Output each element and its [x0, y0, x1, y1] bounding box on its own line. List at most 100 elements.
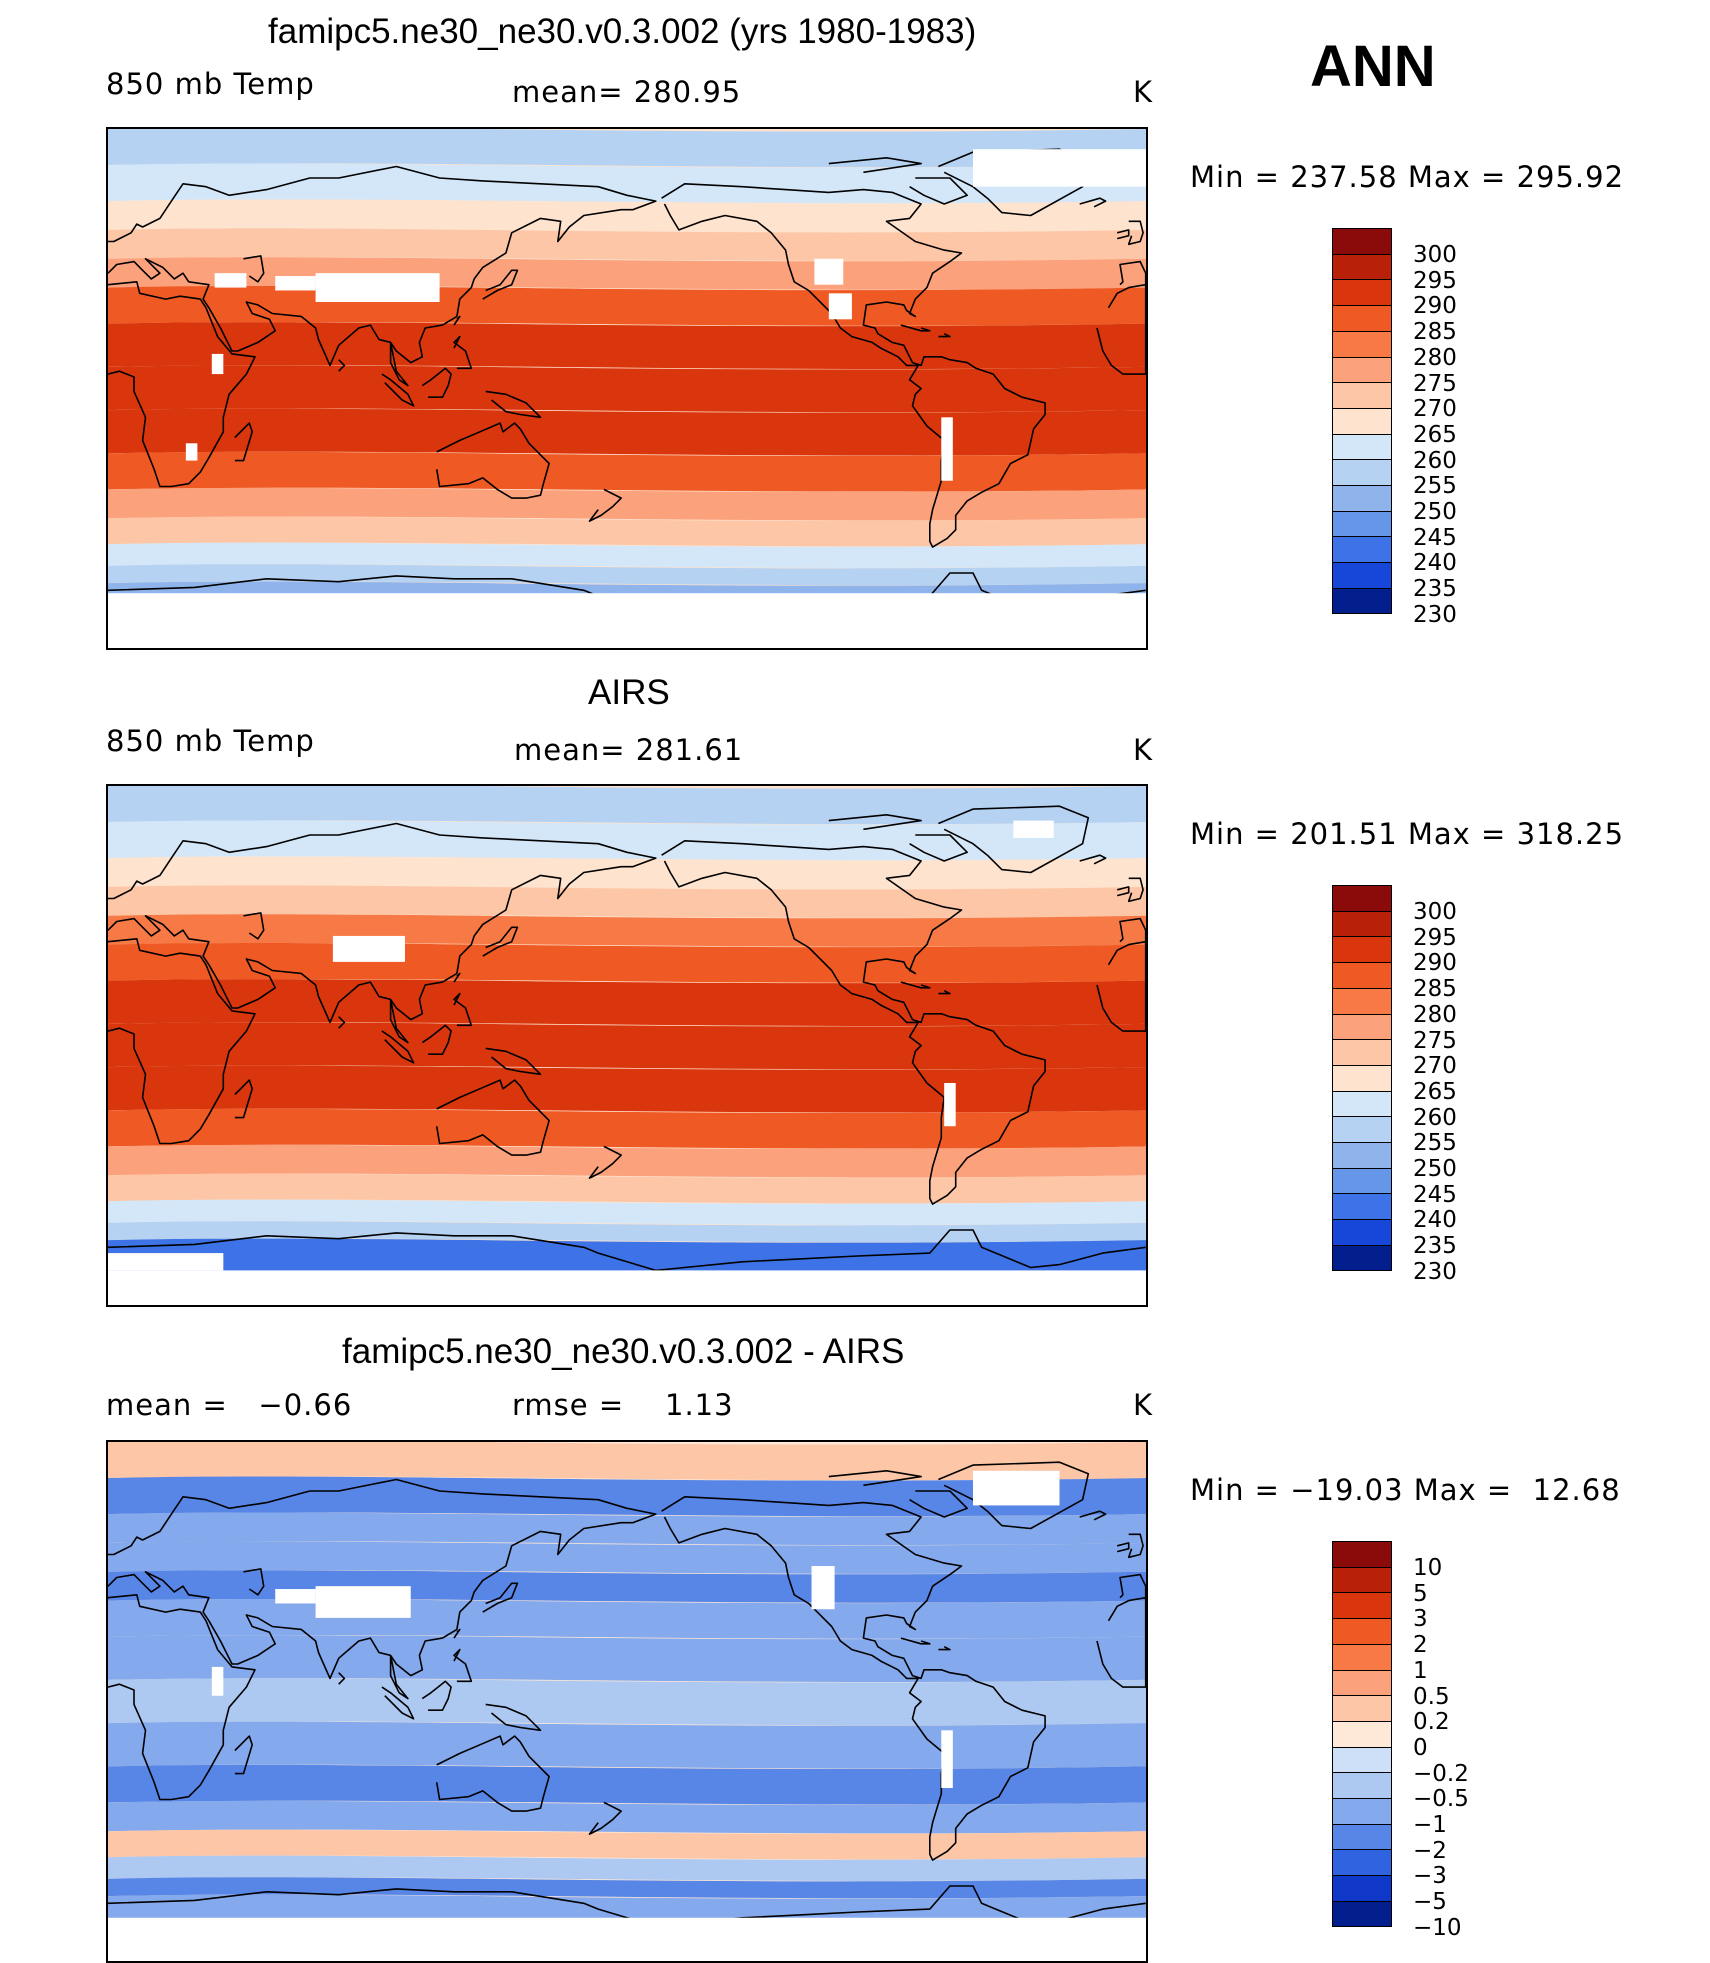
missing-data-region	[811, 1565, 835, 1610]
coastline	[938, 332, 951, 338]
coastline	[453, 972, 461, 983]
coastline	[828, 814, 922, 831]
coastline	[1119, 260, 1146, 286]
colorbar-swatch	[1332, 253, 1392, 281]
missing-data-region	[828, 293, 852, 320]
zonal-band	[108, 820, 1146, 861]
zonal-band	[108, 1476, 1146, 1517]
colorbar-tick-label: 270	[1413, 396, 1457, 423]
zonal-band	[108, 1221, 1146, 1243]
coastline	[661, 1496, 1046, 1861]
zonal-band	[108, 1173, 1146, 1204]
panel-2-mean-label: mean= 281.61	[514, 733, 744, 767]
colorbar-swatch	[1332, 228, 1392, 255]
colorbar-swatch	[1332, 1566, 1392, 1594]
colorbar-swatch	[1332, 1618, 1392, 1645]
coastline	[108, 1229, 1146, 1272]
coastline	[381, 1686, 415, 1720]
coastline	[900, 324, 931, 332]
zonal-band	[108, 516, 1146, 547]
coastline	[1079, 854, 1107, 865]
panel-3-mean-label: mean = −0.66	[106, 1388, 353, 1422]
colorbar-tick-label: 250	[1413, 499, 1457, 525]
zonal-bands	[108, 1442, 1146, 1961]
panel-3-title: famipc5.ne30_ne30.v0.3.002 - AIRS	[342, 1332, 905, 1371]
colorbar-tick-label: 235	[1413, 576, 1457, 603]
coastline	[938, 805, 1090, 874]
coastlines	[108, 148, 1146, 615]
colorbar-tick-label: 260	[1413, 447, 1457, 474]
zonal-band	[108, 786, 1146, 825]
missing-data-region	[211, 353, 224, 375]
colorbar-tick-label: 300	[1413, 242, 1457, 268]
colorbar-swatch	[1332, 1039, 1392, 1066]
coastline	[108, 165, 657, 387]
coastline	[453, 1648, 473, 1683]
coastline	[1127, 877, 1144, 903]
season-label: ANN	[1310, 34, 1436, 99]
coastline	[482, 269, 519, 300]
colorbar-tick-label: 290	[1413, 950, 1457, 977]
colorbar-swatch	[1332, 1592, 1392, 1620]
colorbar-tick-label: −2	[1413, 1837, 1447, 1864]
panel-3-minmax-label: Min = −19.03 Max = 12.68	[1190, 1473, 1621, 1507]
missing-data-region	[185, 443, 198, 461]
missing-data-region	[941, 417, 953, 481]
colorbar-tick-label: 245	[1413, 1181, 1457, 1208]
colorbar-swatch	[1332, 936, 1392, 964]
colorbar-swatch	[1332, 1746, 1392, 1774]
colorbar-swatch	[1332, 1695, 1392, 1722]
zonal-bands	[108, 129, 1146, 648]
colorbar-swatch	[1332, 562, 1392, 589]
zonal-band	[108, 1108, 1146, 1149]
panel-3-colorbar	[1332, 1541, 1392, 1928]
colorbar-swatch	[1332, 536, 1392, 564]
colorbar-tick-label: 0	[1413, 1734, 1428, 1761]
missing-data-region	[108, 1253, 224, 1271]
zonal-band	[108, 286, 1146, 326]
zonal-band	[108, 322, 1146, 370]
zonal-band	[108, 487, 1146, 521]
zonal-band	[108, 542, 1146, 568]
panel-2-map-svg	[108, 786, 1146, 1305]
colorbar-swatch	[1332, 433, 1392, 461]
zonal-band	[108, 1065, 1146, 1113]
colorbar-tick-label: 285	[1413, 976, 1457, 1003]
coastline	[435, 1079, 550, 1156]
coastline	[938, 1461, 1090, 1530]
colorbar-tick-label: 250	[1413, 1156, 1457, 1182]
coastline	[435, 422, 550, 499]
zonal-band	[108, 228, 1146, 261]
colorbar-swatch	[1332, 1875, 1392, 1902]
coastline	[1079, 1510, 1107, 1521]
coastline	[234, 422, 253, 462]
coastlines	[108, 805, 1146, 1272]
coastline	[243, 1568, 265, 1596]
missing-data-region	[973, 1470, 1060, 1506]
zonal-band	[108, 564, 1146, 586]
coastline	[421, 1024, 452, 1055]
colorbar-tick-label: 240	[1413, 550, 1457, 577]
zonal-band	[108, 1721, 1146, 1769]
colorbar-tick-label: 270	[1413, 1053, 1457, 1080]
panel-2-map	[106, 784, 1148, 1307]
coastline	[828, 1470, 922, 1487]
coastline	[453, 1628, 461, 1639]
zonal-band	[108, 1855, 1146, 1881]
panel-2-minmax-label: Min = 201.51 Max = 318.25	[1190, 817, 1625, 851]
colorbar-swatch	[1332, 1849, 1392, 1877]
coastline	[588, 1145, 622, 1179]
zonal-band	[108, 856, 1146, 890]
colorbar-swatch	[1332, 485, 1392, 512]
zonal-band	[108, 1512, 1146, 1546]
colorbar-tick-label: 3	[1413, 1606, 1428, 1633]
coastline	[338, 1016, 346, 1029]
colorbar-tick-label: 1	[1413, 1657, 1428, 1684]
missing-data-region	[332, 935, 405, 962]
colorbar-swatch	[1332, 1643, 1392, 1671]
panel-2-title: AIRS	[588, 673, 670, 712]
coastline	[485, 1047, 542, 1076]
coastline	[108, 822, 657, 1044]
colorbar-swatch	[1332, 356, 1392, 384]
panel-2-units-label: K	[1133, 733, 1154, 767]
